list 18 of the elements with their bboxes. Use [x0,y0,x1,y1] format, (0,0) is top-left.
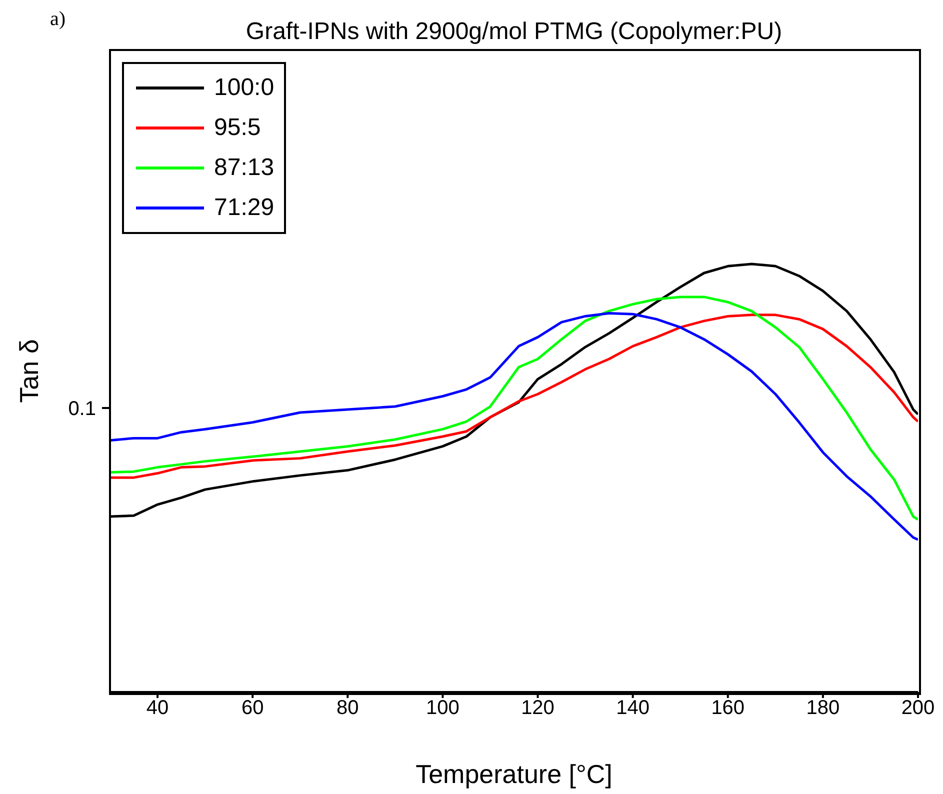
legend-label: 100:0 [214,74,274,102]
legend-label: 87:13 [214,154,274,182]
text: 0.1 [68,398,96,420]
legend-label: 71:29 [214,194,274,222]
y-axis-title: Tan δ [14,339,44,403]
chart-title: Graft-IPNs with 2900g/mol PTMG (Copolymer:PU) [244,18,784,46]
x-tick-label: 200 [901,697,935,720]
x-tick-label: 40 [146,697,169,720]
x-tick-label: 160 [711,697,745,720]
text: a) [50,8,66,31]
x-tick-label: 80 [336,697,359,720]
legend-label: 95:5 [214,114,261,142]
x-tick-label: 120 [521,697,554,720]
x-axis-title: Temperature [°C] [416,759,612,789]
x-tick-label: 140 [616,697,650,720]
x-tick-label: 60 [241,697,264,720]
x-tick-label: 100 [426,697,460,720]
x-tick-label: 180 [806,697,840,720]
